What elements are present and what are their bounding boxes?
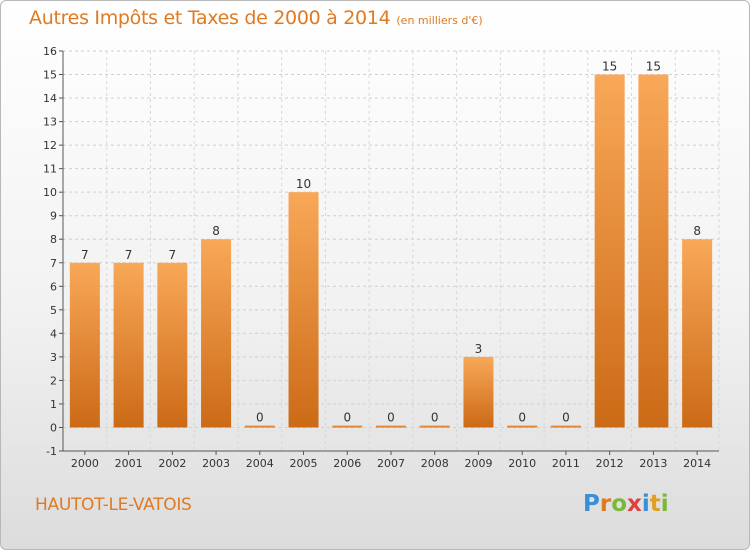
x-tick-label: 2000 [71,457,99,470]
data-label: 7 [169,248,177,262]
logo-letter: i [641,491,650,517]
data-label: 8 [693,224,701,238]
data-label: 0 [387,410,395,424]
data-label: 15 [602,60,617,74]
y-tick-label: 12 [43,139,57,152]
data-label: 0 [343,410,351,424]
bar [463,356,494,428]
x-tick-label: 2004 [246,457,274,470]
x-tick-label: 2014 [683,457,711,470]
y-tick-label: 13 [43,116,57,129]
y-tick-label: 7 [50,257,57,270]
bar [69,262,100,428]
bar [682,239,713,428]
data-label: 0 [562,410,570,424]
data-label: 15 [646,60,661,74]
bar [419,425,450,428]
bar [332,425,363,428]
y-tick-label: 9 [50,210,57,223]
data-label: 0 [256,410,264,424]
y-tick-label: 5 [50,304,57,317]
y-tick-label: 1 [50,398,57,411]
proxiti-logo: Proxiti [583,491,669,517]
bar [201,239,232,428]
bar [113,262,144,428]
data-label: 0 [431,410,439,424]
data-label: 0 [518,410,526,424]
data-label: 3 [475,342,483,356]
logo-letter: t [649,491,661,517]
logo-letter: P [583,491,600,517]
x-tick-label: 2011 [552,457,580,470]
y-tick-label: 2 [50,374,57,387]
x-tick-label: 2003 [202,457,230,470]
bar [376,425,406,428]
x-tick-label: 2008 [421,457,449,470]
bar [594,74,625,428]
x-tick-label: 2007 [377,457,405,470]
y-tick-label: -1 [46,445,57,458]
x-tick-label: 2001 [115,457,143,470]
x-tick-label: 2006 [333,457,361,470]
y-tick-label: 11 [43,163,57,176]
commune-name: HAUTOT-LE-VATOIS [35,495,192,515]
x-tick-label: 2002 [158,457,186,470]
data-label: 7 [81,248,89,262]
y-tick-label: 6 [50,280,57,293]
bar [550,425,581,428]
x-tick-label: 2013 [639,457,667,470]
logo-letter: x [627,491,642,517]
x-tick-label: 2012 [596,457,624,470]
y-tick-label: 15 [43,69,57,82]
chart-subtitle: (en milliers d'€) [396,14,483,27]
logo-letter: o [611,491,628,517]
y-tick-label: 10 [43,186,57,199]
title-block: Autres Impôts et Taxes de 2000 à 2014 (en… [29,7,483,29]
x-tick-label: 2009 [464,457,492,470]
logo-letter: r [599,491,612,517]
x-tick-label: 2005 [290,457,318,470]
y-tick-label: 14 [43,92,57,105]
data-label: 7 [125,248,133,262]
y-tick-label: 4 [50,327,57,340]
logo-letter: i [660,491,669,517]
x-tick-label: 2010 [508,457,536,470]
axes [59,50,719,455]
bar [157,262,188,428]
y-tick-label: 8 [50,233,57,246]
chart-title: Autres Impôts et Taxes de 2000 à 2014 [29,7,391,29]
bar [638,74,669,428]
data-label: 8 [212,224,220,238]
y-tick-label: 16 [43,45,57,58]
bar [507,425,538,428]
data-label: 10 [296,177,311,191]
labels: -101234567891011121314151672000720017200… [43,45,711,470]
bars [69,74,713,428]
bar [288,192,319,428]
y-tick-label: 3 [50,351,57,364]
bar [244,425,275,428]
y-tick-label: 0 [50,421,57,434]
